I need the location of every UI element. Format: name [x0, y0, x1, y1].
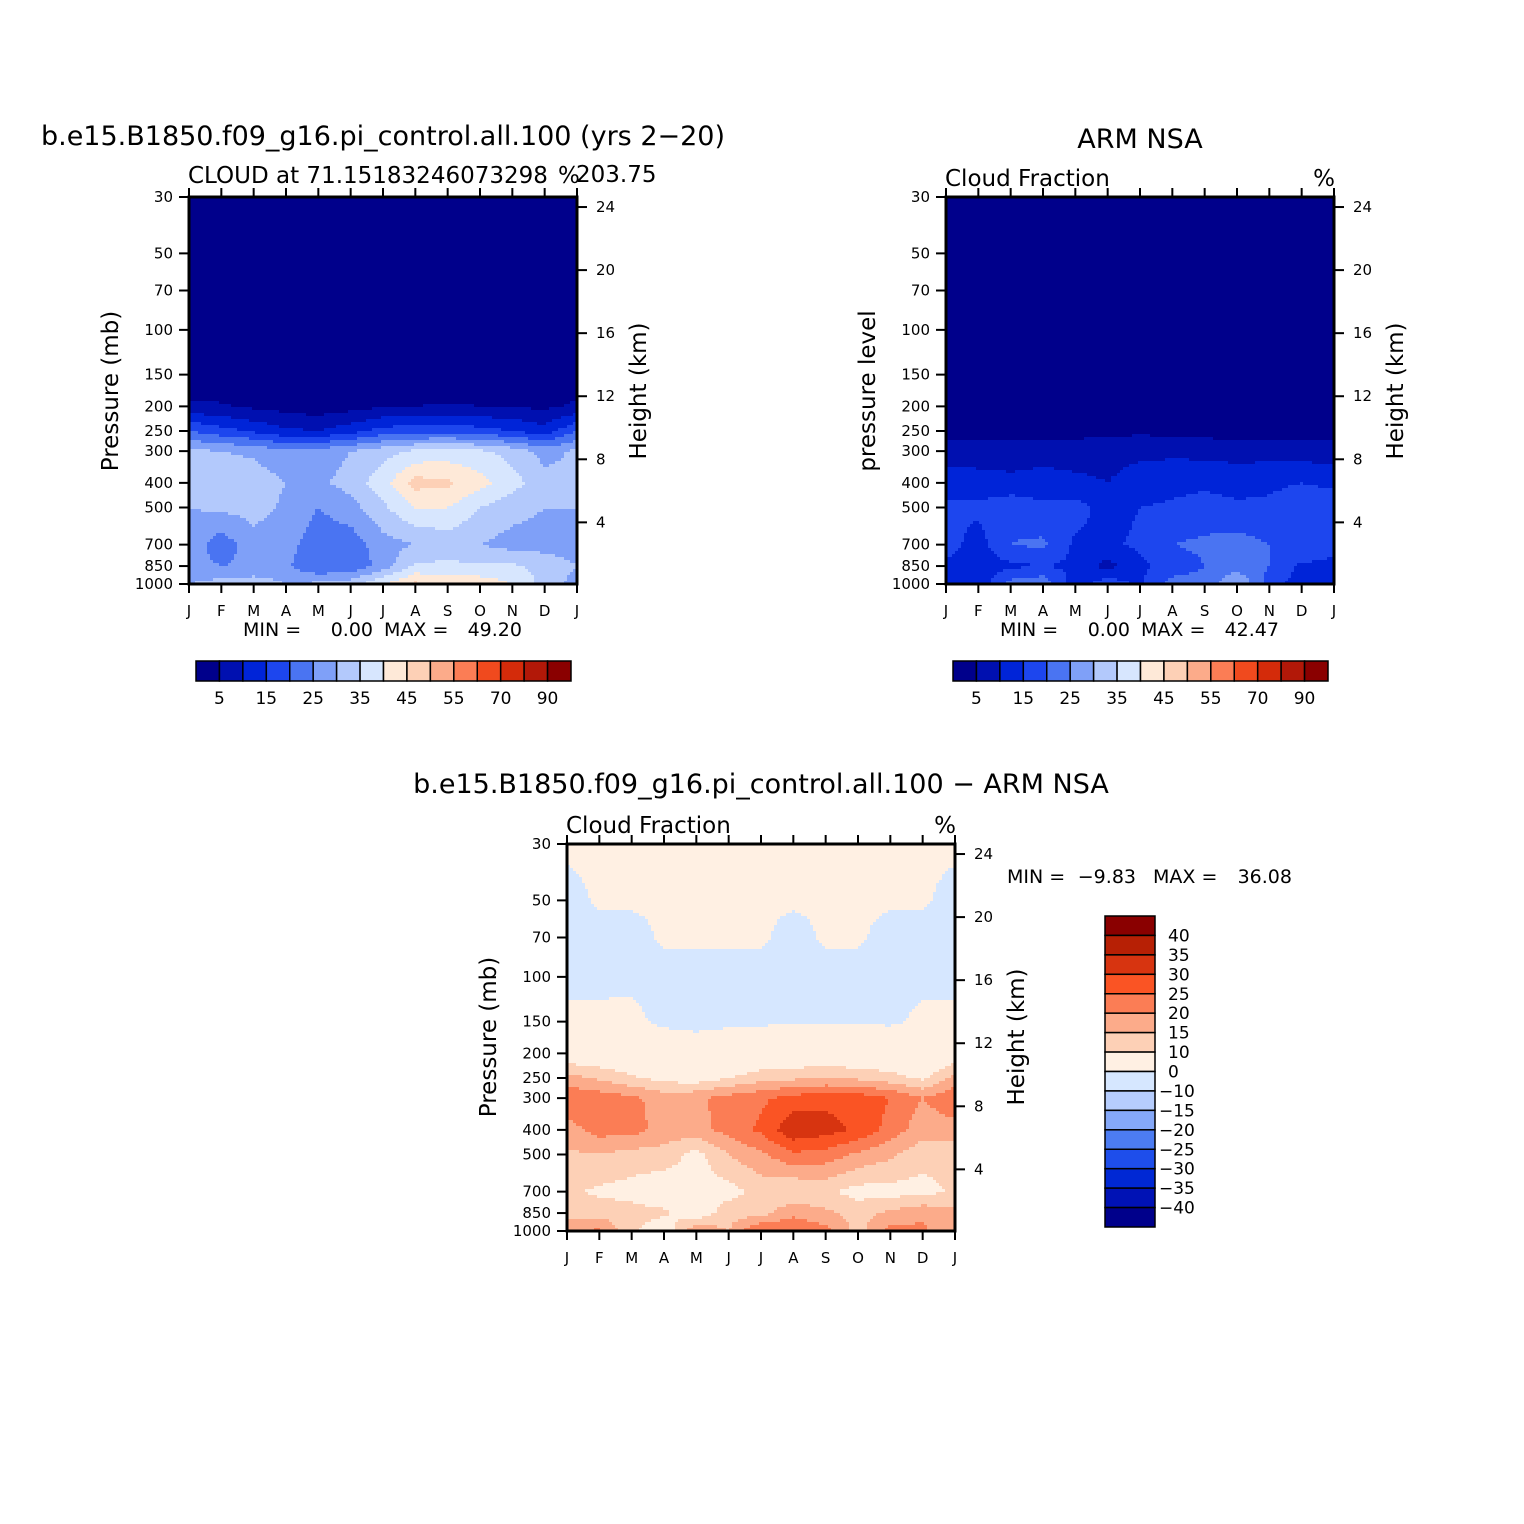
figure: b.e15.B1850.f09_g16.pi_control.all.100 (… — [0, 0, 1524, 1524]
panel-model-subtitle-left: CLOUD at 71.15183246073298 — [188, 163, 548, 189]
panel-model-title: b.e15.B1850.f09_g16.pi_control.all.100 (… — [41, 121, 725, 152]
panel-model-contour-field — [189, 197, 578, 585]
panel-model-subtitle-right: 203.75 — [576, 162, 656, 188]
